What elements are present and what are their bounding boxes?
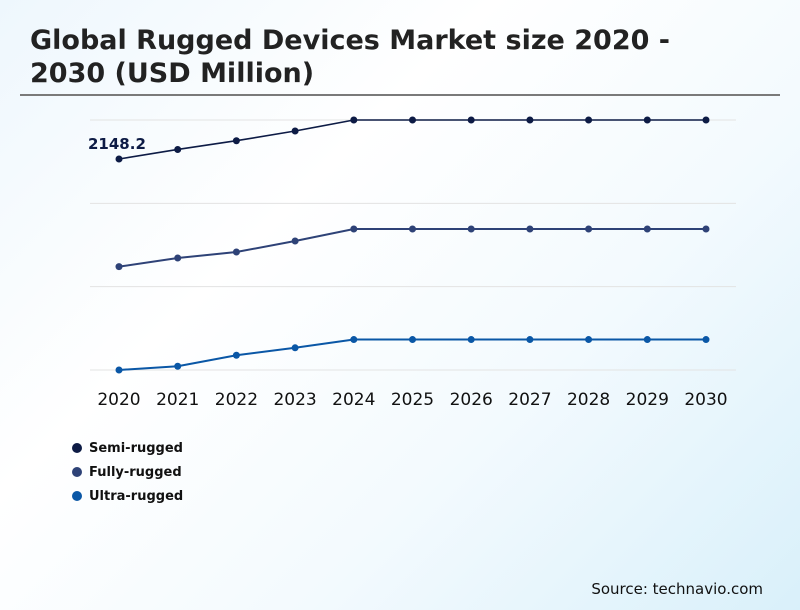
data-point: [409, 336, 416, 344]
data-point: [585, 116, 593, 124]
data-point: [409, 225, 416, 233]
data-point: [350, 225, 358, 233]
chart-title: Global Rugged Devices Market size 2020 -…: [30, 25, 670, 89]
data-point: [702, 336, 710, 344]
legend-marker: [72, 467, 82, 477]
legend-marker: [72, 491, 82, 501]
data-point: [115, 155, 123, 163]
data-point: [174, 254, 182, 262]
data-point: [174, 145, 182, 153]
series-line-semi-rugged: [118, 119, 706, 160]
data-point: [174, 362, 182, 370]
data-point: [350, 116, 358, 124]
legend-item-fully-rugged: Fully-rugged: [72, 460, 183, 484]
data-point: [232, 351, 240, 359]
x-tick-label: 2023: [273, 390, 316, 410]
legend-label: Ultra-rugged: [89, 488, 184, 504]
data-point: [643, 225, 651, 233]
x-tick-label: 2030: [684, 390, 727, 410]
data-point: [526, 116, 534, 124]
x-tick-label: 2022: [215, 390, 258, 410]
data-point: [643, 336, 651, 344]
legend-marker: [72, 443, 82, 453]
legend-item-semi-rugged: Semi-rugged: [72, 436, 183, 460]
legend-label: Semi-rugged: [89, 440, 183, 456]
x-tick-label: 2020: [97, 390, 140, 410]
data-point: [232, 248, 240, 256]
x-tick-label: 2021: [156, 390, 199, 410]
data-point: [115, 263, 123, 271]
legend-item-ultra-rugged: Ultra-rugged: [72, 484, 183, 508]
data-point: [467, 225, 475, 233]
data-point: [526, 225, 534, 233]
data-point: [350, 336, 358, 344]
data-point: [467, 116, 475, 124]
legend-label: Fully-rugged: [89, 464, 182, 480]
data-point: [409, 116, 416, 124]
data-point: [467, 336, 475, 344]
x-tick-label: 2028: [567, 390, 610, 410]
data-point: [585, 336, 593, 344]
data-point: [643, 116, 651, 124]
data-point: [115, 366, 123, 374]
x-tick-label: 2025: [391, 390, 434, 410]
data-point: [702, 225, 710, 233]
source-note: Source: technavio.com: [591, 580, 763, 598]
data-point: [232, 137, 240, 145]
series-line-fully-rugged: [118, 228, 706, 268]
data-point: [291, 344, 299, 352]
data-point: [291, 127, 299, 135]
data-point: [585, 225, 593, 233]
data-point: [526, 336, 534, 344]
data-point: [291, 237, 299, 245]
x-tick-label: 2026: [450, 390, 493, 410]
series-line-ultra-rugged: [118, 338, 706, 371]
x-tick-label: 2029: [626, 390, 669, 410]
title-divider: [20, 94, 780, 96]
data-point: [702, 116, 710, 124]
data-label: 2148.2: [88, 135, 146, 153]
legend: Semi-rugged Fully-rugged Ultra-rugged: [72, 436, 183, 508]
x-tick-label: 2027: [508, 390, 551, 410]
x-tick-label: 2024: [332, 390, 375, 410]
